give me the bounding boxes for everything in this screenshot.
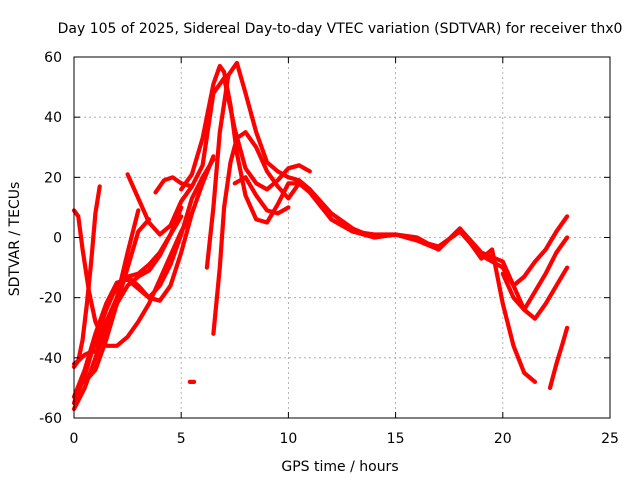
x-tick-label: 10	[279, 431, 297, 447]
series-arc-9	[93, 208, 141, 348]
chart-title: Day 105 of 2025, Sidereal Day-to-day VTE…	[58, 21, 623, 37]
series-arc-7	[125, 154, 216, 303]
y-tick-label: -60	[39, 411, 62, 427]
series-traces	[71, 60, 570, 412]
y-axis-label: SDTVAR / TECUs	[7, 182, 23, 297]
series-arc-8	[82, 217, 152, 384]
x-tick-label: 20	[494, 431, 512, 447]
grid-lines	[74, 57, 610, 418]
y-tick-label: 20	[44, 170, 62, 186]
series-arc-13	[204, 60, 570, 288]
x-tick-label: 5	[177, 431, 186, 447]
series-arc-2	[71, 184, 102, 369]
series-arc-10	[125, 172, 194, 237]
x-tick-label: 25	[601, 431, 619, 447]
series-arc-16	[500, 235, 570, 312]
y-tick-label: -20	[39, 291, 62, 307]
y-tick-label: 40	[44, 110, 62, 126]
series-arc-3	[71, 208, 194, 348]
axis-ticks: 0 5 10 15 20 25 -60 -40 -20 0 20 40 60	[39, 50, 619, 447]
x-axis-label: GPS time / hours	[281, 459, 398, 475]
series-arc-14	[211, 130, 538, 384]
series-arc-15	[232, 175, 291, 216]
x-tick-label: 15	[387, 431, 405, 447]
series-arc-17	[547, 325, 570, 390]
x-tick-label: 0	[70, 431, 79, 447]
y-tick-label: -40	[39, 351, 62, 367]
y-tick-label: 60	[44, 50, 62, 66]
y-tick-label: 0	[53, 231, 62, 247]
